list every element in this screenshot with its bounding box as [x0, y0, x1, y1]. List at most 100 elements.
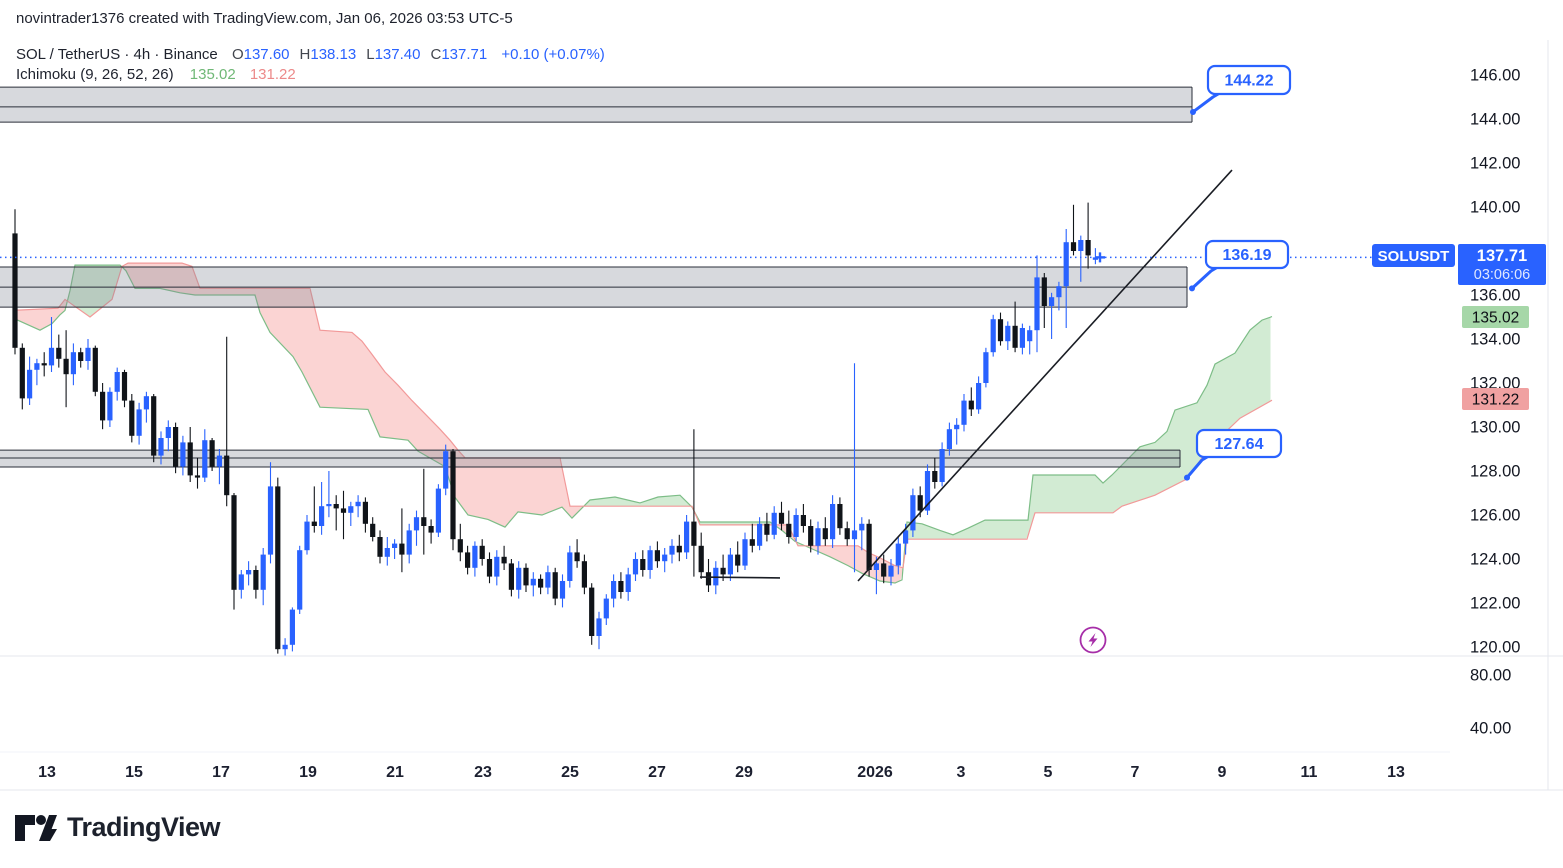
indicator-name[interactable]: Ichimoku: [16, 66, 77, 83]
candle: [70, 343, 76, 386]
candle: [545, 565, 551, 595]
bar-countdown: 03:06:06: [1474, 267, 1530, 283]
price-axis-badges: SOLUSDT 137.71 03:06:06 135.02 131.22: [1372, 244, 1546, 410]
candle: [954, 418, 960, 445]
candle: [428, 519, 434, 544]
senkou-b-line: [12, 262, 1273, 569]
candle: [224, 336, 230, 507]
candle: [647, 545, 653, 579]
price-scale[interactable]: 146.00144.00142.00140.00138.00136.00134.…: [1470, 67, 1520, 738]
price-tick-label: 142.00: [1470, 155, 1520, 173]
candle: [267, 462, 274, 564]
price-tick-label: 136.00: [1470, 287, 1520, 305]
price-tick-label: 134.00: [1470, 331, 1520, 349]
candle: [932, 457, 938, 489]
candle: [1092, 248, 1098, 265]
trendline-2[interactable]: [699, 576, 781, 579]
candle: [523, 563, 529, 592]
price-callout-136.19[interactable]: 136.19: [1189, 239, 1290, 292]
price-tick-label: 80.00: [1470, 667, 1511, 685]
candle: [399, 508, 405, 573]
candle: [574, 539, 580, 568]
candle: [173, 422, 179, 474]
symbol-pill[interactable]: [1372, 244, 1455, 267]
senkou-b-badge-value: 131.22: [1472, 392, 1519, 409]
candle: [961, 394, 967, 432]
candle: [129, 394, 135, 443]
callout-value: 136.19: [1223, 247, 1272, 264]
candle: [830, 495, 836, 548]
tradingview-logo-text: TradingView: [67, 812, 221, 842]
ichimoku-cloud-layer: [12, 262, 1273, 584]
candle: [384, 537, 390, 566]
candle: [866, 519, 872, 577]
time-tick-label: 15: [125, 764, 143, 781]
callout-value: 127.64: [1215, 436, 1264, 453]
candle: [1078, 235, 1084, 282]
time-tick-label: 27: [648, 764, 666, 781]
candle: [158, 431, 164, 465]
candle: [895, 537, 901, 575]
candle: [676, 534, 682, 562]
candle: [939, 442, 945, 487]
candle: [567, 545, 573, 588]
candle: [990, 314, 996, 357]
candle: [34, 358, 40, 386]
flash-idea-icon[interactable]: [1079, 626, 1107, 654]
time-tick-label: 21: [386, 764, 404, 781]
candle: [78, 347, 84, 368]
price-zone-2[interactable]: [0, 266, 1188, 308]
price-zone-1[interactable]: [0, 86, 1193, 123]
supply-demand-zones-layer[interactable]: [0, 86, 1193, 468]
candle: [684, 515, 690, 559]
labels-layer[interactable]: 144.22 136.19 127.64 SOLUSDT 137.71 03:06:06 1…: [1079, 64, 1547, 654]
candle: [107, 387, 113, 427]
senkou-a-line: [12, 264, 1273, 584]
candle: [340, 490, 347, 540]
current-price-value: 137.71: [1477, 247, 1527, 265]
senkou-a-badge: [1462, 306, 1529, 328]
indicator-legend-row[interactable]: Ichimoku (9, 26, 52, 26) 135.02 131.22: [16, 66, 296, 83]
candle: [910, 488, 916, 537]
change-value: +0.10 (+0.07%): [501, 46, 605, 63]
candle: [479, 539, 485, 566]
price-callout-144.22[interactable]: 144.22: [1190, 64, 1292, 115]
time-scale[interactable]: 13 15 17 19 21 23 25 27 29 2026 3 5 7 9 11 13: [38, 764, 1405, 781]
price-tick-label: 144.00: [1470, 111, 1520, 129]
candle: [41, 352, 47, 377]
ohlc-item: H138.13: [299, 46, 357, 63]
price-callout-127.64[interactable]: 127.64: [1184, 428, 1283, 481]
candle: [625, 567, 631, 601]
time-tick-label: 3: [957, 764, 966, 781]
candle: [443, 444, 449, 496]
candle: [297, 545, 303, 614]
ohlc-item: L137.40: [366, 46, 421, 63]
tradingview-logo[interactable]: TradingView: [15, 812, 221, 843]
price-zone-3[interactable]: [0, 449, 1181, 468]
candle: [786, 510, 792, 544]
candle: [143, 391, 149, 423]
candle: [27, 356, 33, 405]
candle: [654, 541, 660, 568]
candle: [486, 552, 493, 584]
drawings-layer[interactable]: [0, 169, 1372, 582]
candle: [1019, 323, 1025, 355]
candle: [282, 638, 288, 656]
time-tick-label: 9: [1218, 764, 1227, 781]
candle: [450, 449, 456, 551]
symbol-legend-row[interactable]: SOL / TetherUS · 4h · Binance O137.60 H13…: [16, 46, 605, 63]
symbol-title[interactable]: SOL / TetherUS · 4h · Binance: [16, 46, 218, 63]
price-tick-label: 122.00: [1470, 595, 1520, 613]
time-tick-label: 5: [1044, 764, 1053, 781]
plus-marker-icon[interactable]: [1095, 252, 1105, 263]
candle: [216, 449, 222, 485]
candle: [12, 209, 18, 355]
price-tick-label: 128.00: [1470, 463, 1520, 481]
candle: [100, 383, 106, 430]
trendline-1[interactable]: [857, 169, 1233, 582]
candle: [465, 545, 471, 575]
candle: [611, 574, 617, 608]
axes-layer[interactable]: 146.00144.00142.00140.00138.00136.00134.…: [0, 40, 1563, 791]
